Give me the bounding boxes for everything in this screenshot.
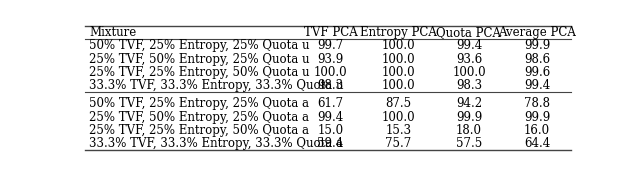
Text: 87.5: 87.5 <box>385 97 412 110</box>
Text: 50% TVF, 25% Entropy, 25% Quota u: 50% TVF, 25% Entropy, 25% Quota u <box>89 39 309 52</box>
Text: 100.0: 100.0 <box>381 79 415 92</box>
Text: 99.9: 99.9 <box>524 39 550 52</box>
Text: 75.7: 75.7 <box>385 137 412 150</box>
Text: Mixture: Mixture <box>89 26 136 39</box>
Text: 93.6: 93.6 <box>456 53 482 66</box>
Text: 64.4: 64.4 <box>524 137 550 150</box>
Text: 99.9: 99.9 <box>524 111 550 124</box>
Text: 100.0: 100.0 <box>381 66 415 79</box>
Text: 100.0: 100.0 <box>381 39 415 52</box>
Text: 25% TVF, 50% Entropy, 25% Quota u: 25% TVF, 50% Entropy, 25% Quota u <box>89 53 309 66</box>
Text: 99.7: 99.7 <box>317 39 344 52</box>
Text: 15.0: 15.0 <box>317 124 344 137</box>
Text: 16.0: 16.0 <box>524 124 550 137</box>
Text: 18.0: 18.0 <box>456 124 482 137</box>
Text: 99.6: 99.6 <box>524 66 550 79</box>
Text: TVF PCA: TVF PCA <box>303 26 357 39</box>
Text: 25% TVF, 25% Entropy, 50% Quota u: 25% TVF, 25% Entropy, 50% Quota u <box>89 66 309 79</box>
Text: 100.0: 100.0 <box>314 66 348 79</box>
Text: 98.6: 98.6 <box>524 53 550 66</box>
Text: 15.3: 15.3 <box>385 124 412 137</box>
Text: 98.3: 98.3 <box>317 79 344 92</box>
Text: 78.8: 78.8 <box>524 97 550 110</box>
Text: 99.4: 99.4 <box>456 39 482 52</box>
Text: Average PCA: Average PCA <box>498 26 576 39</box>
Text: 99.4: 99.4 <box>524 79 550 92</box>
Text: 93.9: 93.9 <box>317 53 344 66</box>
Text: 99.9: 99.9 <box>456 111 482 124</box>
Text: 25% TVF, 25% Entropy, 50% Quota a: 25% TVF, 25% Entropy, 50% Quota a <box>89 124 309 137</box>
Text: 33.3% TVF, 33.3% Entropy, 33.3% Quota u: 33.3% TVF, 33.3% Entropy, 33.3% Quota u <box>89 79 344 92</box>
Text: 99.4: 99.4 <box>317 111 344 124</box>
Text: 25% TVF, 50% Entropy, 25% Quota a: 25% TVF, 50% Entropy, 25% Quota a <box>89 111 309 124</box>
Text: 98.3: 98.3 <box>456 79 482 92</box>
Text: 59.4: 59.4 <box>317 137 344 150</box>
Text: 100.0: 100.0 <box>381 111 415 124</box>
Text: 50% TVF, 25% Entropy, 25% Quota a: 50% TVF, 25% Entropy, 25% Quota a <box>89 97 309 110</box>
Text: Entropy PCA: Entropy PCA <box>360 26 437 39</box>
Text: 94.2: 94.2 <box>456 97 482 110</box>
Text: 100.0: 100.0 <box>452 66 486 79</box>
Text: 33.3% TVF, 33.3% Entropy, 33.3% Quota a: 33.3% TVF, 33.3% Entropy, 33.3% Quota a <box>89 137 343 150</box>
Text: 57.5: 57.5 <box>456 137 482 150</box>
Text: Quota PCA: Quota PCA <box>436 26 502 39</box>
Text: 61.7: 61.7 <box>317 97 344 110</box>
Text: 100.0: 100.0 <box>381 53 415 66</box>
